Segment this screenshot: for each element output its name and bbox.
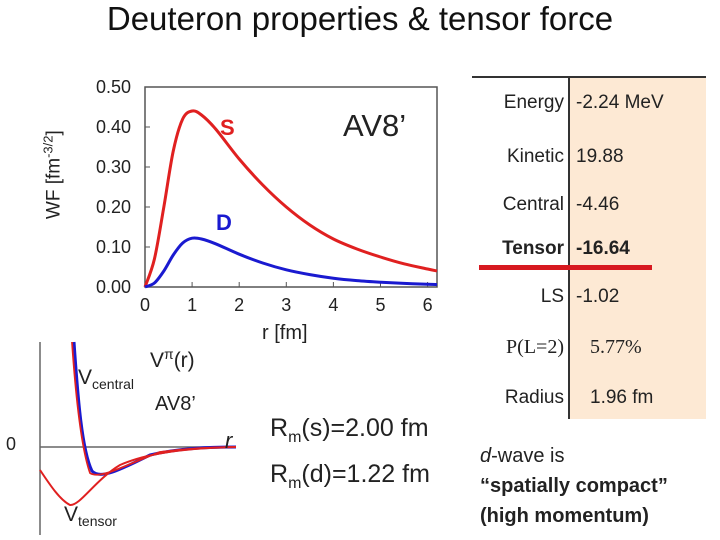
radius-label: Radius [504, 387, 564, 408]
d-wave-note-line2: “spatially compact” [480, 475, 668, 497]
tensor-highlight-underline [479, 265, 652, 270]
kinetic-label: Kinetic [506, 146, 564, 167]
x-tick-label: 4 [328, 295, 338, 315]
v-tensor-label: Vtensor [64, 503, 117, 530]
value-column-bg [568, 76, 706, 419]
y-tick-label: 0.00 [96, 277, 131, 297]
x-tick-label: 2 [234, 295, 244, 315]
x-axis-label: r [fm] [262, 322, 308, 344]
x-tick-label: 1 [187, 295, 197, 315]
d-wave-line [144, 236, 438, 289]
s-wave-label: S [220, 115, 235, 140]
slide-title: Deuteron properties & tensor force [106, 0, 614, 37]
central-label: Central [502, 194, 564, 215]
d-wave-label: D [216, 210, 232, 235]
column-divider [568, 76, 570, 419]
kinetic-value: 19.88 [576, 146, 624, 167]
wf-model-label: AV8’ [343, 108, 407, 143]
energy-label: Energy [503, 92, 564, 113]
tensor-value: -16.64 [576, 238, 630, 259]
y-tick-label: 0.40 [96, 117, 131, 137]
d-wave-note-line1: d-wave is [480, 445, 565, 467]
potential-model-label: AV8’ [155, 393, 196, 415]
v-central-label: Vcentral [78, 366, 135, 393]
x-tick-label: 0 [140, 295, 150, 315]
tensor-label: Tensor [502, 238, 564, 259]
d-radius: Rm(d)=1.22 fm [270, 460, 430, 492]
potential-zero-label: 0 [6, 434, 17, 454]
tensor-potential-line [39, 446, 237, 506]
s-radius: Rm(s)=2.00 fm [270, 414, 429, 446]
y-tick-label: 0.30 [96, 157, 131, 177]
central-value: -4.46 [576, 194, 620, 215]
s-wave-line [143, 109, 438, 288]
y-tick-label: 0.20 [96, 197, 131, 217]
y-axis-label-exponent: -3/2 [40, 135, 56, 158]
d-wave-note-line3: (high momentum) [480, 505, 649, 527]
plot-frame [144, 86, 438, 288]
pl2-value: 5.77% [590, 336, 642, 358]
table-top-border [472, 76, 706, 78]
ls-label: LS [540, 286, 564, 307]
y-axis-label: WF [fm-3/2] [40, 130, 65, 220]
ls-value: -1.02 [576, 286, 620, 307]
potential-r-label: r [225, 428, 233, 453]
x-tick-label: 5 [375, 295, 385, 315]
x-tick-label: 6 [423, 295, 433, 315]
v-pi-label: Vπ(r) [150, 346, 195, 372]
y-tick-label: 0.50 [96, 77, 131, 97]
properties-table: Energy -2.24 MeV Kinetic 19.88 Central -… [472, 76, 706, 419]
radius-value: 1.96 fm [590, 387, 654, 408]
energy-value: -2.24 MeV [576, 92, 664, 113]
x-tick-label: 3 [281, 295, 291, 315]
pl2-label: P(L=2) [506, 336, 564, 358]
y-tick-label: 0.10 [96, 237, 131, 257]
